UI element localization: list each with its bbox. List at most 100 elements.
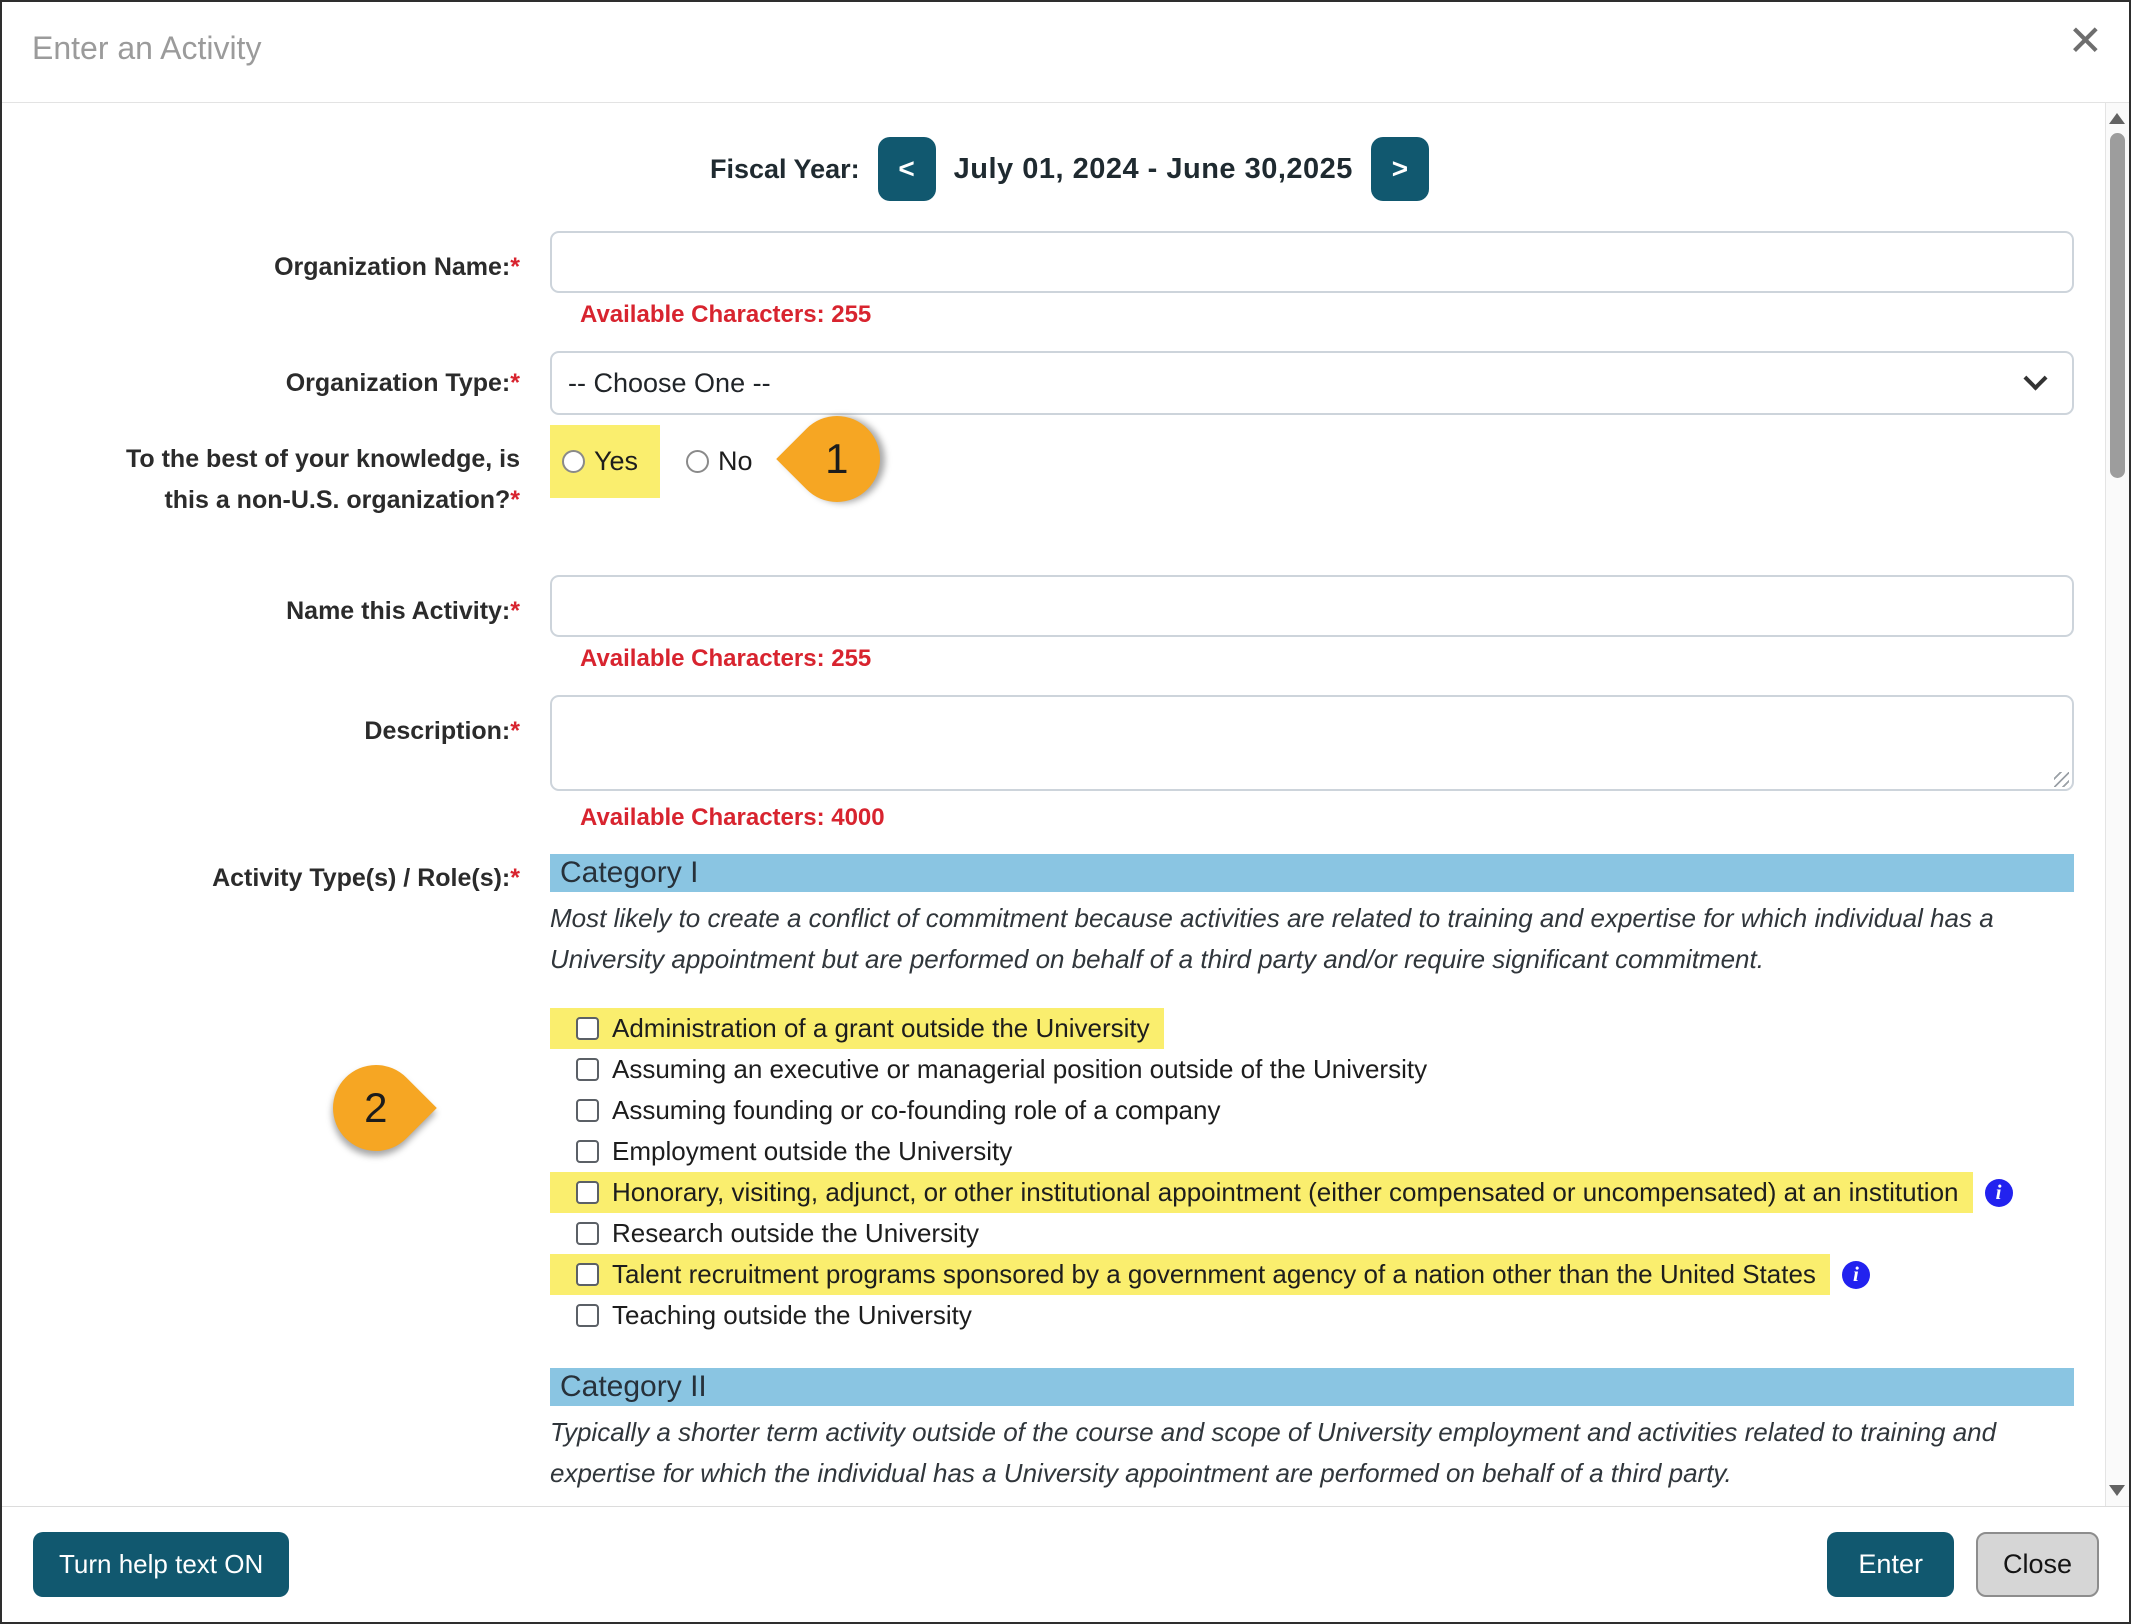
resize-grip-icon[interactable] <box>2054 772 2069 787</box>
category-1-header: Category I <box>550 854 2074 892</box>
checkbox-line: Employment outside the University <box>550 1131 2074 1172</box>
scrollbar-thumb[interactable] <box>2110 133 2125 478</box>
category-2-description: Typically a shorter term activity outsid… <box>550 1417 1997 1488</box>
enter-button[interactable]: Enter <box>1827 1532 1954 1597</box>
activity-name-hint: Available Characters: 255 <box>580 645 872 672</box>
checkbox-line: Teaching outside the University <box>550 1295 2074 1336</box>
scrollbar-down-arrow-icon[interactable] <box>2109 1485 2125 1496</box>
option-research-outside: Research outside the University <box>550 1213 993 1254</box>
checkbox[interactable] <box>576 1140 599 1163</box>
checkbox[interactable] <box>576 1304 599 1327</box>
turn-help-text-on-button[interactable]: Turn help text ON <box>33 1532 290 1597</box>
checkbox-label[interactable]: Employment outside the University <box>612 1136 1013 1166</box>
chevron-down-icon <box>2023 366 2048 391</box>
activity-name-row: Name this Activity:* Available Character… <box>2 575 2129 695</box>
fiscal-year-value: July 01, 2024 - June 30,2025 <box>953 152 1353 185</box>
dialog-header: Enter an Activity ✕ <box>2 2 2129 103</box>
description-row: Description:* Available Characters: 4000 <box>2 695 2129 854</box>
organization-type-label-text: Organization Type: <box>285 369 511 397</box>
non-us-org-label: To the best of your knowledge, is this a… <box>2 425 520 521</box>
non-us-org-radio-group: Yes No <box>550 425 2074 498</box>
dialog-footer: Turn help text ON Enter Close <box>2 1506 2129 1622</box>
close-button[interactable]: Close <box>1975 1532 2099 1597</box>
required-asterisk: * <box>510 486 520 514</box>
checkbox-line: Talent recruitment programs sponsored by… <box>550 1254 2074 1295</box>
option-founding-role: Assuming founding or co-founding role of… <box>550 1090 1234 1131</box>
option-employment-outside: Employment outside the University <box>550 1131 1026 1172</box>
checkbox[interactable] <box>576 1263 599 1286</box>
description-textarea[interactable] <box>550 695 2074 791</box>
fiscal-next-button[interactable]: > <box>1370 137 1429 201</box>
info-icon[interactable]: i <box>1841 1260 1870 1289</box>
required-asterisk: * <box>510 253 520 281</box>
activity-name-label: Name this Activity:* <box>2 575 520 632</box>
organization-name-field-wrap: Available Characters: 255 <box>550 231 2074 351</box>
checkbox[interactable] <box>576 1058 599 1081</box>
activity-name-input[interactable] <box>550 575 2074 637</box>
non-us-org-label-line2: this a non-U.S. organization? <box>164 486 511 514</box>
non-us-org-yes-radio[interactable] <box>562 450 585 473</box>
description-label-text: Description: <box>364 717 511 745</box>
option-executive-position: Assuming an executive or managerial posi… <box>550 1049 1441 1090</box>
description-label: Description:* <box>2 695 520 752</box>
description-field-wrap: Available Characters: 4000 <box>550 695 2074 854</box>
checkbox[interactable] <box>576 1181 599 1204</box>
vertical-scrollbar <box>2105 103 2129 1506</box>
activity-types-row: Activity Type(s) / Role(s):* Category I … <box>2 854 2129 1494</box>
activity-types-field-wrap: Category I Most likely to create a confl… <box>550 854 2074 1494</box>
non-us-org-no-label[interactable]: No <box>718 446 753 476</box>
dialog-body: Fiscal Year: < July 01, 2024 - June 30,2… <box>2 103 2129 1506</box>
checkbox-label[interactable]: Assuming an executive or managerial posi… <box>612 1054 1428 1084</box>
checkbox-label[interactable]: Administration of a grant outside the Un… <box>612 1013 1150 1043</box>
checkbox-line: Assuming founding or co-founding role of… <box>550 1090 2074 1131</box>
activity-name-label-text: Name this Activity: <box>286 597 511 625</box>
dialog-title: Enter an Activity <box>32 30 262 66</box>
checkbox-label[interactable]: Teaching outside the University <box>612 1300 972 1330</box>
checkbox[interactable] <box>576 1099 599 1122</box>
callout-number: 1 <box>825 435 849 483</box>
required-asterisk: * <box>510 717 520 745</box>
organization-name-input[interactable] <box>550 231 2074 293</box>
activity-form: Organization Name:* Available Characters… <box>2 231 2129 1494</box>
required-asterisk: * <box>510 597 520 625</box>
category-1-description: Most likely to create a conflict of comm… <box>550 903 1994 974</box>
checkbox-line: Honorary, visiting, adjunct, or other in… <box>550 1172 2074 1213</box>
fiscal-prev-button[interactable]: < <box>877 137 936 201</box>
required-asterisk: * <box>510 864 520 892</box>
description-textarea-wrap <box>550 695 2074 796</box>
checkbox-line: Research outside the University <box>550 1213 2074 1254</box>
fiscal-year-row: Fiscal Year: < July 01, 2024 - June 30,2… <box>710 137 2129 201</box>
checkbox[interactable] <box>576 1017 599 1040</box>
option-talent-recruitment: Talent recruitment programs sponsored by… <box>550 1254 1830 1295</box>
description-hint: Available Characters: 4000 <box>580 804 885 831</box>
scrollbar-up-arrow-icon[interactable] <box>2109 113 2125 124</box>
option-honorary-appointment: Honorary, visiting, adjunct, or other in… <box>550 1172 1973 1213</box>
checkbox-label[interactable]: Talent recruitment programs sponsored by… <box>612 1259 1816 1289</box>
non-us-org-no-radio[interactable] <box>686 450 710 473</box>
checkbox-label[interactable]: Assuming founding or co-founding role of… <box>612 1095 1221 1125</box>
checkbox-label[interactable]: Research outside the University <box>612 1218 980 1248</box>
category-2-header: Category II <box>550 1368 2074 1406</box>
footer-actions: Enter Close <box>1827 1532 2099 1597</box>
activity-types-label-text: Activity Type(s) / Role(s): <box>212 864 511 892</box>
checkbox-line: Assuming an executive or managerial posi… <box>550 1049 2074 1090</box>
activity-name-field-wrap: Available Characters: 255 <box>550 575 2074 695</box>
organization-type-field-wrap: -- Choose One -- <box>550 351 2074 425</box>
checkbox-label[interactable]: Honorary, visiting, adjunct, or other in… <box>612 1177 1959 1207</box>
option-admin-grant: Administration of a grant outside the Un… <box>550 1008 1164 1049</box>
category-1-options: Administration of a grant outside the Un… <box>550 1008 2074 1336</box>
checkbox-line: Administration of a grant outside the Un… <box>550 1008 2074 1049</box>
info-icon[interactable]: i <box>1984 1178 2013 1207</box>
organization-type-selected-value: -- Choose One -- <box>568 367 771 398</box>
checkbox[interactable] <box>576 1222 599 1245</box>
non-us-org-label-line1: To the best of your knowledge, is <box>125 445 520 473</box>
non-us-org-no-option: No <box>686 446 753 477</box>
non-us-org-yes-label[interactable]: Yes <box>594 446 639 476</box>
organization-type-select[interactable]: -- Choose One -- <box>550 351 2074 415</box>
organization-name-label-text: Organization Name: <box>274 253 511 281</box>
activity-types-label: Activity Type(s) / Role(s):* <box>2 854 520 899</box>
organization-type-label: Organization Type:* <box>2 351 520 404</box>
required-asterisk: * <box>510 369 520 397</box>
close-icon[interactable]: ✕ <box>2067 17 2103 64</box>
